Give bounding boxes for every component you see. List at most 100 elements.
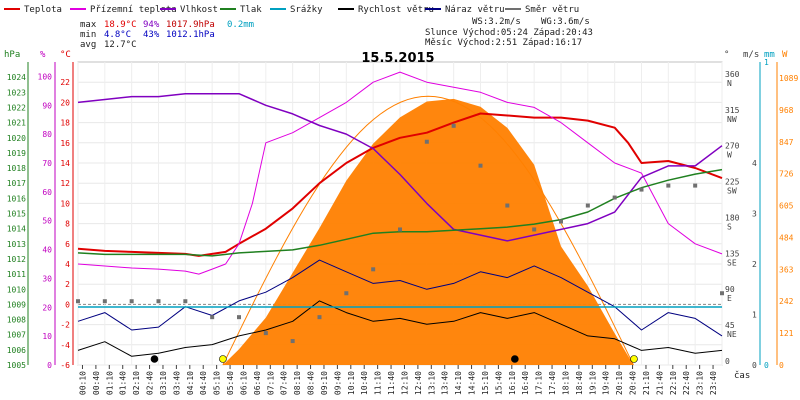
series-line-rychlost-větru xyxy=(77,300,723,357)
wind-direction-point xyxy=(344,291,349,296)
x-tick-label: 19:10 xyxy=(588,371,597,395)
tick-label-rain: 0 xyxy=(764,361,769,370)
stat-max-label: max xyxy=(80,20,97,30)
wind-direction-point xyxy=(156,299,161,304)
tick-label-pressure: 1017 xyxy=(7,179,26,188)
tick-label-wind-direction: 315 xyxy=(725,106,740,115)
moonset-marker xyxy=(511,355,519,363)
tick-label-pressure: 1022 xyxy=(7,103,26,112)
tick-label-solar: 242 xyxy=(779,297,794,306)
axis-unit-percent: % xyxy=(40,50,46,60)
series-line-vlhkost xyxy=(77,92,723,242)
wind-direction-point xyxy=(183,299,188,304)
x-tick-label: 12:40 xyxy=(414,371,423,395)
series-line-přízemní-teplota xyxy=(77,71,723,275)
stat-max-temp: 18.9°C xyxy=(104,20,137,30)
chart-title: 15.5.2015 xyxy=(361,51,434,66)
sunset-marker xyxy=(630,355,638,363)
tick-label-temperature: 10 xyxy=(60,199,70,208)
tick-label-pressure: 1023 xyxy=(7,88,26,97)
tick-label-wind-direction: 360 xyxy=(725,70,740,79)
x-tick-label: 20:40 xyxy=(629,371,638,395)
tick-label-temperature: 8 xyxy=(65,220,70,229)
x-tick-label: 21:40 xyxy=(655,371,664,395)
x-tick-label: 03:40 xyxy=(172,371,181,395)
wind-direction-point xyxy=(612,195,617,200)
tick-label-pressure: 1020 xyxy=(7,134,26,143)
stat-avg-temp: 12.7°C xyxy=(104,40,137,50)
wind-direction-point xyxy=(451,123,456,128)
tick-label-wind-compass: SW xyxy=(727,187,737,196)
wind-direction-point xyxy=(371,267,376,272)
x-tick-label: 23:10 xyxy=(696,371,705,395)
axis-units: hPa % °C ° m/s mm W čas xyxy=(4,50,788,381)
wind-direction-point xyxy=(263,331,268,336)
tick-label-solar: 1089 xyxy=(779,74,798,83)
legend-label: Náraz větru xyxy=(445,5,505,15)
stat-max-rain: 0.2mm xyxy=(227,20,254,30)
wind-direction-point xyxy=(639,187,644,192)
x-tick-label: 07:40 xyxy=(280,371,289,395)
tick-label-temperature: -6 xyxy=(60,361,70,370)
wind-direction-point xyxy=(720,291,724,296)
x-tick-label: 18:10 xyxy=(561,371,570,395)
x-tick-label: 11:10 xyxy=(374,371,383,395)
tick-label-wind-compass: S xyxy=(727,222,732,231)
legend-item: Směr větru xyxy=(505,5,579,15)
legend-label: Rychlost větru xyxy=(358,5,434,15)
tick-label-temperature: 2 xyxy=(65,280,70,289)
tick-label-wind-direction: 180 xyxy=(725,213,740,222)
tick-label-solar: 968 xyxy=(779,106,794,115)
wind-direction-point xyxy=(559,219,563,224)
wind-direction-point xyxy=(505,203,510,208)
tick-label-pressure: 1005 xyxy=(7,361,26,370)
x-tick-label: 05:10 xyxy=(213,371,222,395)
sunrise-marker xyxy=(219,355,227,363)
tick-label-solar: 847 xyxy=(779,138,794,147)
tick-label-solar: 363 xyxy=(779,265,794,274)
tick-label-temperature: 22 xyxy=(60,78,70,87)
tick-label-humidity: 100 xyxy=(38,72,53,81)
legend-item: Náraz větru xyxy=(425,5,505,15)
tick-label-wind-direction: 0 xyxy=(725,357,730,366)
legend-label: Přízemní teplota xyxy=(90,5,177,15)
tick-label-wind-direction: 135 xyxy=(725,249,740,258)
wind-direction-point xyxy=(210,315,215,320)
x-tick-label: 04:10 xyxy=(186,371,195,395)
tick-label-pressure: 1021 xyxy=(7,119,26,128)
tick-label-solar: 605 xyxy=(779,202,794,211)
tick-label-wind-direction: 45 xyxy=(725,321,735,330)
x-tick-label: 14:40 xyxy=(468,371,477,395)
x-tick-label: 20:10 xyxy=(615,371,624,395)
wind-direction-point xyxy=(693,183,698,188)
tick-label-pressure: 1010 xyxy=(7,285,26,294)
tick-label-wind-speed: 4 xyxy=(752,159,757,168)
tick-label-humidity: 80 xyxy=(42,130,52,139)
x-tick-label: 10:10 xyxy=(347,371,356,395)
wind-direction-point xyxy=(585,203,590,208)
legend-item: Přízemní teplota xyxy=(70,5,177,15)
wind-direction-point xyxy=(666,183,671,188)
tick-label-pressure: 1009 xyxy=(7,300,26,309)
x-tick-label: 22:10 xyxy=(669,371,678,395)
x-tick-label: 16:10 xyxy=(508,371,517,395)
x-tick-label: 09:10 xyxy=(320,371,329,395)
tick-label-wind-speed: 0 xyxy=(752,361,757,370)
wind-direction-point xyxy=(237,315,241,320)
legend-label: Srážky xyxy=(290,5,323,15)
stat-min-label: min xyxy=(80,30,96,40)
x-tick-label: 02:40 xyxy=(146,371,155,395)
x-tick-label: 06:40 xyxy=(253,371,262,395)
tick-label-pressure: 1012 xyxy=(7,255,26,264)
tick-label-temperature: 14 xyxy=(60,159,70,168)
x-tick-label: 16:40 xyxy=(521,371,530,395)
x-tick-label: 15:40 xyxy=(494,371,503,395)
tick-label-wind-direction: 270 xyxy=(725,142,740,151)
tick-label-wind-speed: 3 xyxy=(752,210,757,219)
tick-label-temperature: 18 xyxy=(60,119,70,128)
tick-label-pressure: 1006 xyxy=(7,346,26,355)
tick-label-humidity: 30 xyxy=(42,274,52,283)
tick-label-temperature: 0 xyxy=(65,300,70,309)
x-tick-label: 13:40 xyxy=(441,371,450,395)
